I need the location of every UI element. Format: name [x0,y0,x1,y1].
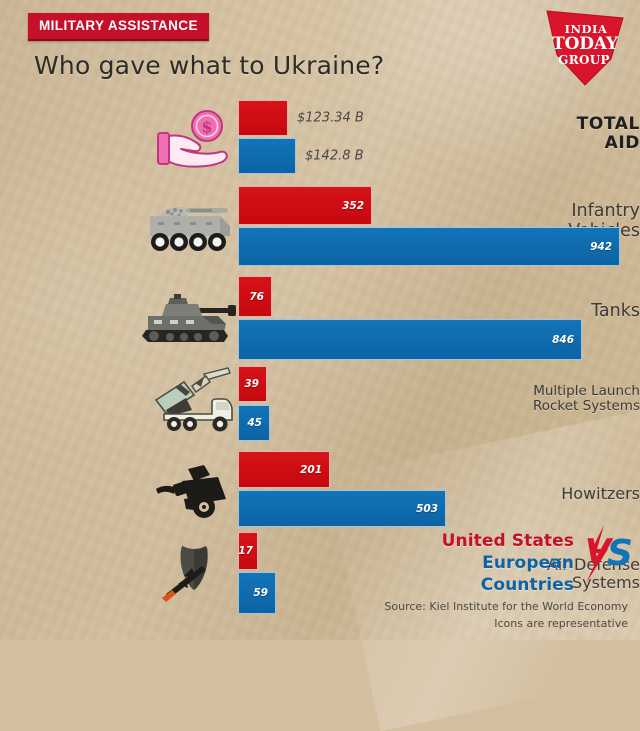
row-bars: 76 846 [238,276,582,360]
svg-text:$: $ [201,118,212,137]
row-label-line1: TOTAL [576,114,640,134]
bar-value-us: 17 [238,545,253,557]
row-label-line1: Air Defense [546,555,640,574]
bar-value-us: $123.34 B [297,110,364,126]
bar-european-countries[interactable]: 45 [238,405,270,441]
bar-european-countries[interactable]: $142.8 B [238,138,364,174]
bar-value-us: 39 [244,378,259,390]
shield-missile-icon [158,536,230,611]
chart-row: Multiple Launch Rocket Systems [0,366,640,446]
bar-european-countries[interactable]: 59 [238,572,276,614]
legend-item-european-countries: European Countries [480,552,574,595]
svg-text:S: S [607,533,633,574]
legend: United States European Countries V S [398,525,640,595]
chart-row: Howitzers 201 503 [0,451,640,531]
row-label-line1: Tanks [591,301,640,321]
bar-value-eu: 846 [552,333,574,346]
source-line-2: Icons are representative [494,616,628,630]
bar-chart: TOTAL AID $ $123.34 B $142.8 B [0,96,640,614]
rocket-launcher-truck-icon [146,366,238,443]
bar-united-states[interactable]: 76 [238,276,272,317]
bar-value-us: 352 [342,199,364,212]
chart-row: TOTAL AID $ $123.34 B $142.8 B [0,100,640,180]
bar-united-states[interactable]: 201 [238,451,330,488]
page-title: Who gave what to Ukraine? [34,51,385,80]
row-label: Howitzers [490,485,640,503]
bar-value-us: 201 [300,463,322,476]
row-label-line2: AID [604,133,640,154]
row-bars: 17 59 [238,532,276,614]
row-label-line1: Infantry [571,201,640,221]
bar-united-states[interactable]: 39 [238,366,267,402]
svg-text:TODAY: TODAY [552,34,619,54]
row-label-line1: Howitzers [561,484,640,503]
row-label: Tanks [490,301,640,322]
bar-value-eu: 45 [247,417,262,429]
bar-united-states[interactable]: 352 [238,186,372,225]
howitzer-cannon-icon [152,459,236,526]
row-bars: $123.34 B $142.8 B [238,100,364,174]
bar-value-eu: $142.8 B [305,148,364,164]
armored-personnel-carrier-icon [146,194,238,261]
category-badge: MILITARY ASSISTANCE [28,13,209,41]
bar-value-eu: 59 [253,587,268,599]
svg-text:GROUP: GROUP [558,53,610,67]
hand-holding-money-icon: $ [150,106,232,177]
india-today-group-logo: INDIA TODAY GROUP [543,7,627,87]
bar-european-countries[interactable]: 942 [238,227,620,266]
versus-icon: V S [578,523,640,585]
bar-value-eu: 942 [590,240,612,253]
bar-value-us: 76 [249,290,264,303]
svg-text:V: V [585,532,614,572]
tank-icon [140,284,240,355]
bar-value-eu: 503 [416,502,438,515]
bar-united-states[interactable]: 17 [238,532,258,570]
row-bars: 352 942 [238,186,620,266]
row-label-line2: Rocket Systems [532,398,640,415]
source-note: Source: Kiel Institute for the World Eco… [298,599,628,632]
chart-row: Tanks [0,276,640,362]
source-line-1: Source: Kiel Institute for the World Eco… [384,600,628,613]
row-label: TOTAL AID [490,114,640,154]
row-bars: 201 503 [238,451,446,527]
legend-item-united-states: United States [441,531,574,551]
chart-row: Infantry Vehicles [0,186,640,270]
bar-european-countries[interactable]: 503 [238,490,446,527]
svg-text:INDIA: INDIA [565,22,608,36]
row-bars: 39 45 [238,366,270,441]
bar-european-countries[interactable]: 846 [238,319,582,360]
row-label: Multiple Launch Rocket Systems [470,383,640,415]
legend-labels: United States European Countries [398,531,574,596]
row-label-line1: Multiple Launch [533,383,640,399]
bar-united-states[interactable]: $123.34 B [238,100,364,136]
